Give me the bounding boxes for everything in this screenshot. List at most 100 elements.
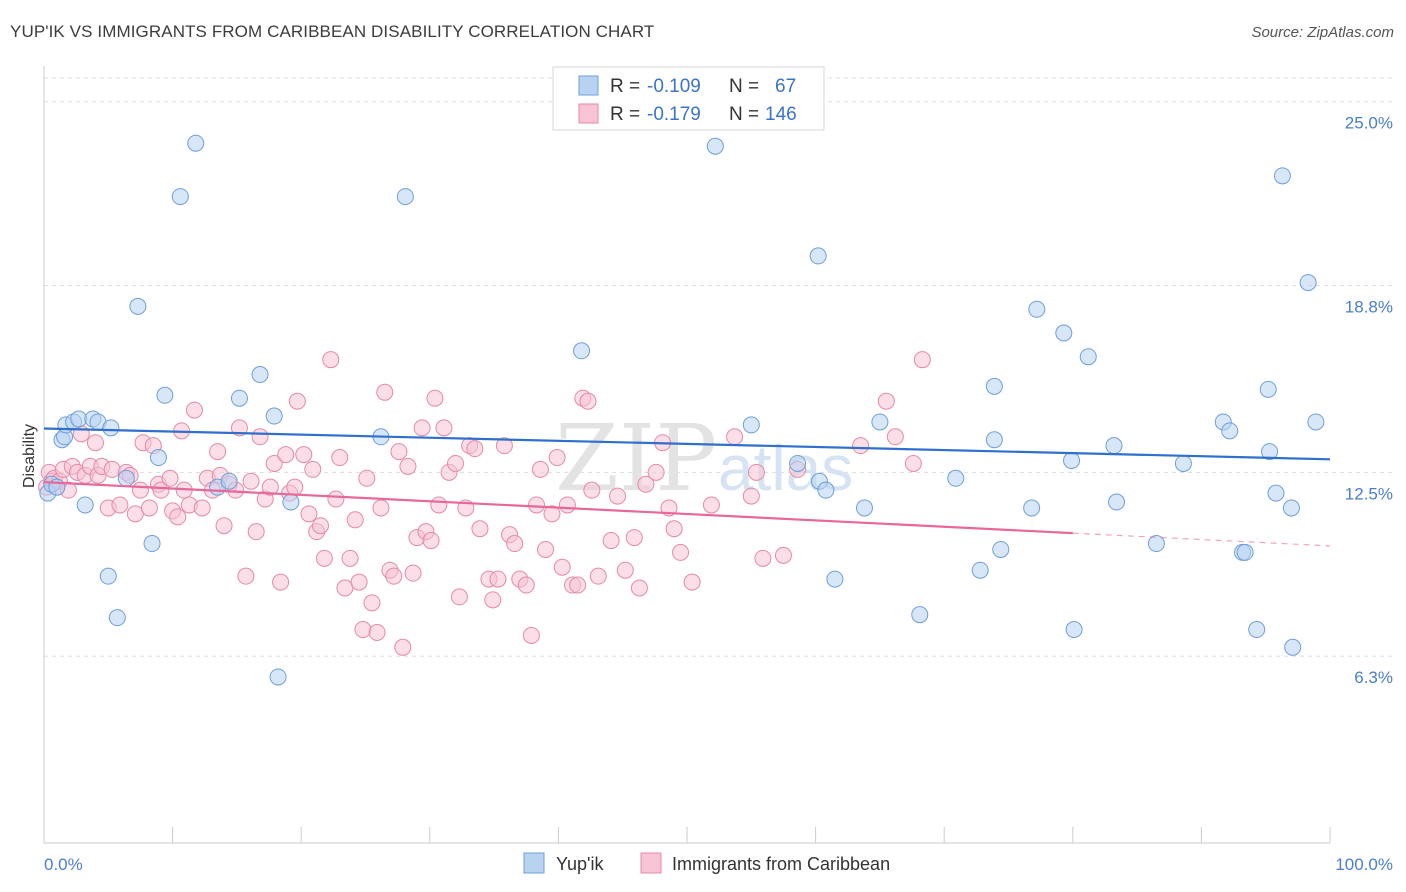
yupik-point [1307,413,1325,431]
caribbean-point [495,437,513,455]
caribbean-point [506,535,524,553]
caribbean-point [774,546,792,564]
caribbean-point [447,454,465,472]
y-tick-label: 18.8% [1345,298,1393,317]
caribbean-point [528,496,546,514]
caribbean-point [193,499,211,517]
yupik-point [985,377,1003,395]
caribbean-point [354,621,372,639]
caribbean-point [747,463,765,481]
caribbean-point [261,478,279,496]
yupik-point [985,431,1003,449]
caribbean-point [548,449,566,467]
caribbean-point [185,401,203,419]
yupik-point [809,247,827,265]
yupik-point [1108,493,1126,511]
yupik-point [251,366,269,384]
yupik-point [1282,499,1300,517]
legend-swatch-yupik [578,75,599,96]
stats-legend: R = -0.109 N = 67 R = -0.179 N = 146 [552,66,825,131]
caribbean-point [637,475,655,493]
caribbean-point [169,508,187,526]
yupik-point [855,499,873,517]
yupik-point [108,609,126,627]
legend-r-label-2: R = [610,104,640,125]
caribbean-point [376,383,394,401]
caribbean-point [553,558,571,576]
caribbean-point [372,499,390,517]
series-legend: Yup'ik Immigrants from Caribbean [523,852,890,874]
caribbean-point [311,517,329,535]
caribbean-point [215,517,233,535]
caribbean-point [616,561,634,579]
yupik-point [1267,484,1285,502]
caribbean-point [602,532,620,550]
yupik-point [187,134,205,152]
caribbean-point [251,428,269,446]
x-tick-label: 0.0% [44,855,83,874]
yupik-point [789,454,807,472]
bottom-legend-swatch-yupik [523,852,545,874]
caribbean-point [583,481,601,499]
caribbean-point [300,505,318,523]
yupik-point [265,407,283,425]
caribbean-point [579,392,597,410]
yupik-point [282,493,300,511]
caribbean-point [242,472,260,490]
yupik-point [971,561,989,579]
yupik-point [1221,422,1239,440]
yupik-point [947,469,965,487]
caribbean-point [399,457,417,475]
yupik-point [149,449,167,467]
yupik-point [1079,348,1097,366]
caribbean-point [522,626,540,644]
caribbean-point [683,573,701,591]
source-label: Source: ZipAtlas.com [1251,24,1394,41]
caribbean-point [422,532,440,550]
caribbean-point [331,449,349,467]
caribbean-point [140,499,158,517]
caribbean-point [537,540,555,558]
caribbean-point [672,543,690,561]
yupik-point [817,481,835,499]
caribbean-point [161,469,179,487]
yupik-point [1236,543,1254,561]
caribbean-point [904,454,922,472]
caribbean-point [272,573,290,591]
caribbean-point [230,419,248,437]
caribbean-point [385,567,403,585]
y-tick-label: 12.5% [1345,484,1393,503]
tick-labels: 6.3% 12.5% 18.8% 25.0% 0.0% 100.0% [44,114,1393,874]
caribbean-point [430,496,448,514]
bottom-legend-swatch-caribbean [640,852,662,874]
caribbean-point [86,434,104,452]
caribbean-point [450,588,468,606]
yupik-point [1259,380,1277,398]
trend-lines [43,427,1331,547]
yupik-point [826,570,844,588]
caribbean-point [363,594,381,612]
caribbean-point [754,549,772,567]
yupik-point [230,389,248,407]
legend-r-value-2: -0.179 [647,104,701,125]
y-tick-label: 25.0% [1345,114,1393,133]
yupik-point [1299,274,1317,292]
yupik-point [269,668,287,686]
caribbean-point [103,460,121,478]
caribbean-trend-line [43,481,1073,535]
yupik-point [1055,324,1073,342]
legend-n-value-1: 67 [775,76,796,97]
caribbean-point [742,487,760,505]
data-points [38,134,1325,686]
yupik-point [1284,638,1302,656]
yupik-point [1248,621,1266,639]
caribbean-point [358,469,376,487]
caribbean-point [665,520,683,538]
caribbean-point [286,478,304,496]
yupik-point [911,606,929,624]
caribbean-point [852,437,870,455]
caribbean-point [209,443,227,461]
caribbean-point [394,638,412,656]
yupik-point [70,410,88,428]
